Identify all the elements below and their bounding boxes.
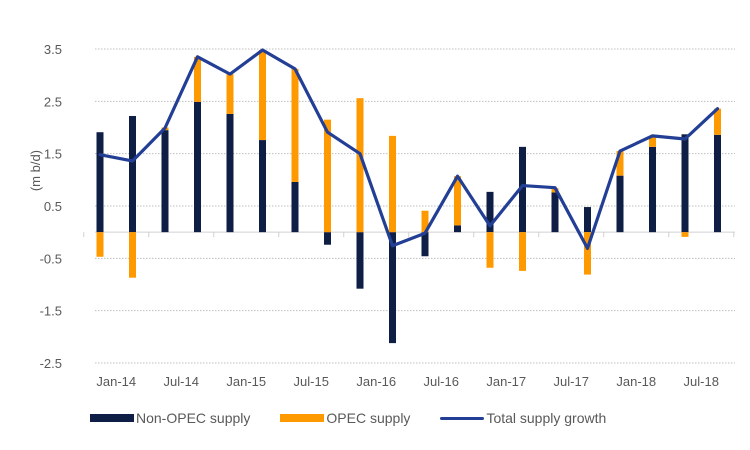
legend-item-opec: OPEC supply [280,410,410,426]
legend-item-total: Total supply growth [440,410,606,426]
legend-swatch-total [440,416,485,420]
opec-bar [96,232,104,257]
opec-bar [389,135,396,233]
y-axis-title: (m b/d) [28,150,43,191]
non-opec-bar [356,232,364,289]
gridlines [95,48,735,364]
legend-label-non-opec: Non-OPEC supply [136,410,251,426]
opec-bar [584,232,591,275]
opec-bar [519,232,526,271]
y-tick-label: 3.5 [44,42,62,57]
x-tick-label: Jan-16 [356,374,396,389]
legend: Non-OPEC supply OPEC supply Total supply… [90,410,636,426]
non-opec-bar [486,191,494,233]
x-tick-label: Jan-18 [616,374,656,389]
x-axis-tick-labels: Jan-14 Jul-14 Jan-15 Jul-15 Jan-16 Jul-16 Jan-… [96,374,719,389]
opec-bar [421,210,429,233]
opec-bar [681,232,689,237]
opec-bar [259,50,266,141]
non-opec-bar [421,232,429,257]
non-opec-bar [551,192,559,233]
legend-label-total: Total supply growth [486,410,607,426]
x-tick-label: Jan-15 [226,374,266,389]
non-opec-bar [454,225,461,233]
non-opec-bar [96,132,104,233]
opec-bar [324,119,331,233]
y-tick-label: 0.5 [44,199,62,214]
total-supply-line [98,48,720,250]
legend-swatch-non-opec [90,414,134,422]
non-opec-bar [226,113,234,233]
opec-bar [194,56,201,102]
non-opec-bar [714,134,721,233]
non-opec-bar [259,140,266,233]
non-opec-bar [324,232,331,245]
non-opec-bar [616,175,624,233]
x-axis [83,231,735,238]
legend-item-non-opec: Non-OPEC supply [90,410,250,426]
y-tick-label: -1.5 [40,304,62,319]
opec-bar [129,232,136,278]
opec-bar [649,135,656,147]
non-opec-bar [681,134,689,233]
non-opec-bar [161,130,169,233]
non-opec-bar [649,146,656,233]
opec-bar [714,108,721,135]
x-tick-label: Jan-14 [96,374,136,389]
y-axis-tick-labels: 3.5 2.5 1.5 0.5 -0.5 -1.5 -2.5 [40,42,62,371]
opec-bar [356,98,364,233]
non-opec-bar [194,101,201,233]
opec-bar [291,68,299,182]
bars [96,50,721,344]
opec-bar [616,151,624,176]
y-tick-label: -2.5 [40,356,62,371]
legend-swatch-opec [280,414,325,422]
x-tick-label: Jul-17 [554,374,589,389]
x-tick-label: Jul-14 [164,374,199,389]
x-tick-label: Jul-16 [424,374,459,389]
non-opec-bar [129,115,136,233]
non-opec-bar [389,232,396,344]
x-tick-label: Jul-18 [684,374,719,389]
y-tick-label: 1.5 [44,147,62,162]
non-opec-bar [519,146,526,233]
opec-bar [454,176,461,226]
y-tick-label: -0.5 [40,251,62,266]
opec-bar [486,232,494,268]
x-tick-label: Jan-17 [486,374,526,389]
opec-bar [226,74,234,114]
legend-label-opec: OPEC supply [326,410,411,426]
non-opec-bar [584,207,591,233]
x-tick-label: Jul-15 [294,374,329,389]
y-tick-label: 2.5 [44,94,62,109]
total-supply-line-layer [98,48,720,250]
non-opec-bar [291,181,299,233]
